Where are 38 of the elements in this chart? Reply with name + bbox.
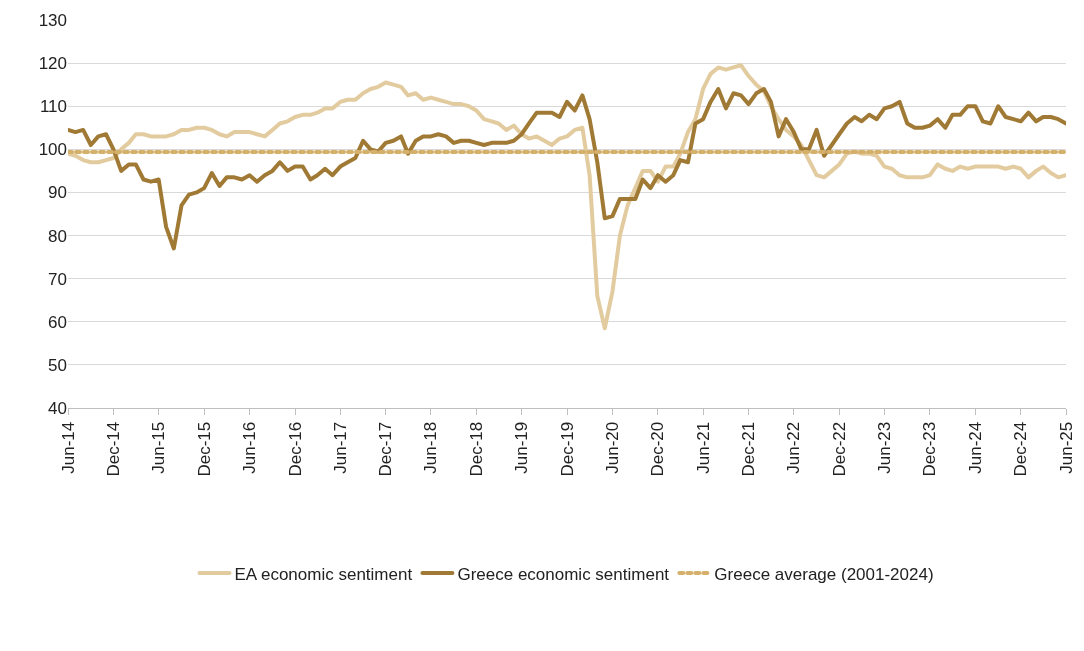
legend-label: EA economic sentiment [234, 564, 413, 584]
x-tick-label: Dec-24 [1011, 421, 1031, 477]
y-tick-label: 50 [48, 355, 67, 375]
x-tick-label: Dec-23 [920, 421, 940, 477]
x-tick-label: Jun-21 [693, 421, 713, 474]
x-tick-label: Jun-22 [784, 421, 804, 474]
x-tick-label: Dec-22 [829, 421, 849, 477]
y-tick-label: 110 [39, 97, 67, 117]
x-tick-label: Dec-14 [103, 421, 123, 477]
x-tick-label: Jun-15 [149, 421, 169, 474]
line-series [68, 86, 1066, 251]
y-tick-label: 90 [48, 183, 67, 203]
x-tick-label: Jun-25 [1056, 421, 1076, 474]
line-series [68, 63, 1066, 331]
x-tick-label: Jun-20 [602, 421, 622, 474]
x-tick-label: Jun-17 [330, 421, 350, 474]
x-tick-label: Dec-18 [466, 421, 486, 477]
legend-label: Greece economic sentiment [457, 564, 670, 584]
legend-label: Greece average (2001-2024) [714, 564, 934, 584]
y-tick-label: 100 [38, 140, 67, 160]
x-tick-label: Dec-17 [376, 421, 396, 477]
y-tick-label: 120 [38, 54, 67, 74]
y-tick-label: 80 [48, 226, 67, 246]
y-tick-label: 130 [38, 10, 67, 30]
x-tick-label: Jun-14 [58, 421, 78, 474]
x-tick-label: Jun-19 [512, 421, 532, 474]
y-tick-label: 60 [48, 312, 67, 332]
x-tick-label: Jun-23 [874, 421, 894, 474]
x-tick-label: Dec-21 [739, 421, 759, 477]
x-tick-label: Jun-18 [421, 421, 441, 474]
x-tick-label: Dec-15 [194, 421, 214, 477]
x-tick-label: Dec-16 [285, 421, 305, 477]
x-tick-label: Dec-20 [648, 421, 668, 477]
x-tick-label: Jun-24 [965, 421, 985, 474]
y-tick-label: 70 [48, 269, 67, 289]
x-tick-label: Dec-19 [557, 421, 577, 477]
y-tick-label: 40 [48, 398, 67, 418]
x-tick-label: Jun-16 [240, 421, 260, 474]
